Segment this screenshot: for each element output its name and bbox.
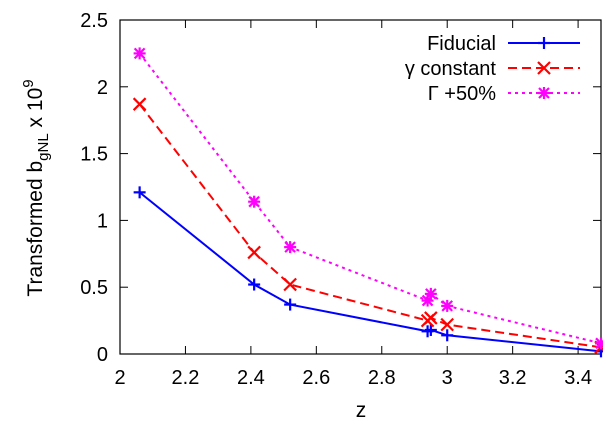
x-tick-label: 3.2 [499,367,527,389]
x-tick-label: 3.4 [564,367,592,389]
marker-stroke [537,61,551,75]
y-tick-label: 2.5 [80,10,108,32]
marker-stroke [424,311,438,325]
y-axis-title-suffix: x 10 [24,88,47,134]
y-tick-label: 0.5 [80,277,108,299]
data-point [424,323,437,336]
plot-frame [119,19,602,355]
data-point [440,317,454,332]
legend: Fiducial γ constant Γ +50% [405,33,580,105]
x-tick-label: 2.6 [302,367,330,389]
legend-entry: γ constant [405,58,580,80]
data-point [284,241,297,254]
y-tick-label: 1 [97,210,108,232]
series-line [139,191,602,353]
y-tick-label: 0 [97,344,108,366]
data-point [441,299,454,312]
x-tick-label: 2.8 [368,367,396,389]
y-axis-title-exponent: 9 [20,79,37,87]
x-tick-label: 2.4 [237,367,265,389]
plot-border [119,19,602,355]
marker-stroke [133,47,146,60]
data-point [247,245,261,260]
legend-label: Γ +50% [428,83,496,105]
legend-entry: Γ +50% [428,83,580,105]
series-lines [132,47,603,358]
legend-label: Fiducial [427,33,496,55]
marker-stroke [425,288,437,300]
marker-stroke [595,339,603,350]
marker-stroke [247,245,261,260]
y-axis-title-base: Transformed b [24,161,47,297]
legend-marker [538,87,550,99]
y-tick-label: 2 [97,77,108,99]
data-point [248,195,261,208]
marker-stroke [132,97,147,111]
axis-ticks [119,19,601,355]
y-axis-title-subscript: gNL [35,133,52,161]
legend-entry: Fiducial [427,33,580,55]
data-point [133,47,146,60]
data-point [424,311,438,325]
data-point [595,337,603,350]
data-point [424,287,437,300]
x-axis-title: z [356,399,367,422]
marker-stroke [441,300,453,312]
data-point [133,186,146,199]
data-point [421,294,434,307]
marker-stroke [284,241,296,253]
data-point [284,298,297,311]
series-2 [133,47,603,350]
marker-stroke [248,195,260,208]
legend-label: γ constant [405,58,497,80]
series-line [138,52,602,345]
marker-stroke [283,277,297,292]
data-point [132,97,147,111]
axis-tick-labels: 2 2.2 2.4 2.6 2.8 3 3.2 3.4 0 0.5 1 1.5 2 2.5 [80,10,592,389]
legend-marker [537,61,551,75]
marker-stroke [440,317,454,332]
x-tick-label: 2 [114,367,125,389]
series-0 [133,186,603,358]
series-line [138,103,602,349]
y-axis-title: Transformed bgNL x 109 [20,79,52,296]
data-point [248,278,261,291]
x-tick-label: 2.2 [172,367,200,389]
y-tick-label: 1.5 [80,144,108,166]
legend-marker [538,37,550,49]
marker-stroke [538,87,550,99]
data-point [283,277,297,292]
data-point [441,329,454,342]
x-tick-label: 3 [442,367,453,389]
